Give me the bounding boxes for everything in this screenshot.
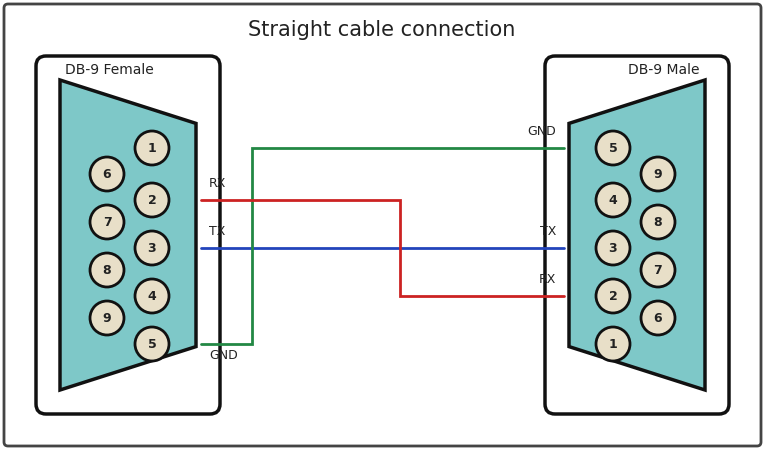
Text: TX: TX (539, 225, 556, 238)
Text: 3: 3 (609, 242, 617, 255)
Circle shape (90, 157, 124, 191)
Polygon shape (60, 80, 196, 390)
Circle shape (596, 131, 630, 165)
Circle shape (90, 253, 124, 287)
Text: 1: 1 (609, 338, 617, 351)
Text: 6: 6 (103, 167, 112, 180)
Text: Straight cable connection: Straight cable connection (249, 20, 516, 40)
Text: 9: 9 (103, 311, 112, 324)
Circle shape (135, 231, 169, 265)
Text: 5: 5 (148, 338, 156, 351)
Text: 2: 2 (148, 194, 156, 207)
Text: 8: 8 (653, 216, 662, 229)
Circle shape (135, 131, 169, 165)
Text: DB-9 Male: DB-9 Male (629, 63, 700, 77)
Text: RX: RX (539, 273, 556, 286)
Circle shape (90, 301, 124, 335)
Text: 5: 5 (609, 141, 617, 154)
Circle shape (641, 301, 675, 335)
Circle shape (641, 157, 675, 191)
Text: GND: GND (527, 125, 556, 138)
Circle shape (641, 205, 675, 239)
Circle shape (596, 327, 630, 361)
Circle shape (135, 183, 169, 217)
Text: TX: TX (209, 225, 226, 238)
Text: 7: 7 (103, 216, 112, 229)
Text: 4: 4 (609, 194, 617, 207)
Circle shape (135, 279, 169, 313)
Circle shape (641, 253, 675, 287)
FancyBboxPatch shape (36, 56, 220, 414)
Text: RX: RX (209, 177, 226, 190)
Circle shape (596, 183, 630, 217)
Text: 6: 6 (653, 311, 662, 324)
Circle shape (596, 231, 630, 265)
Text: 7: 7 (653, 264, 662, 276)
Circle shape (596, 279, 630, 313)
FancyBboxPatch shape (4, 4, 761, 446)
Text: 8: 8 (103, 264, 112, 276)
Polygon shape (569, 80, 705, 390)
Text: 1: 1 (148, 141, 156, 154)
Circle shape (90, 205, 124, 239)
Text: 4: 4 (148, 289, 156, 302)
Text: 9: 9 (653, 167, 662, 180)
Text: 3: 3 (148, 242, 156, 255)
FancyBboxPatch shape (545, 56, 729, 414)
Text: 2: 2 (609, 289, 617, 302)
Text: GND: GND (209, 349, 238, 362)
Circle shape (135, 327, 169, 361)
Text: DB-9 Female: DB-9 Female (65, 63, 154, 77)
